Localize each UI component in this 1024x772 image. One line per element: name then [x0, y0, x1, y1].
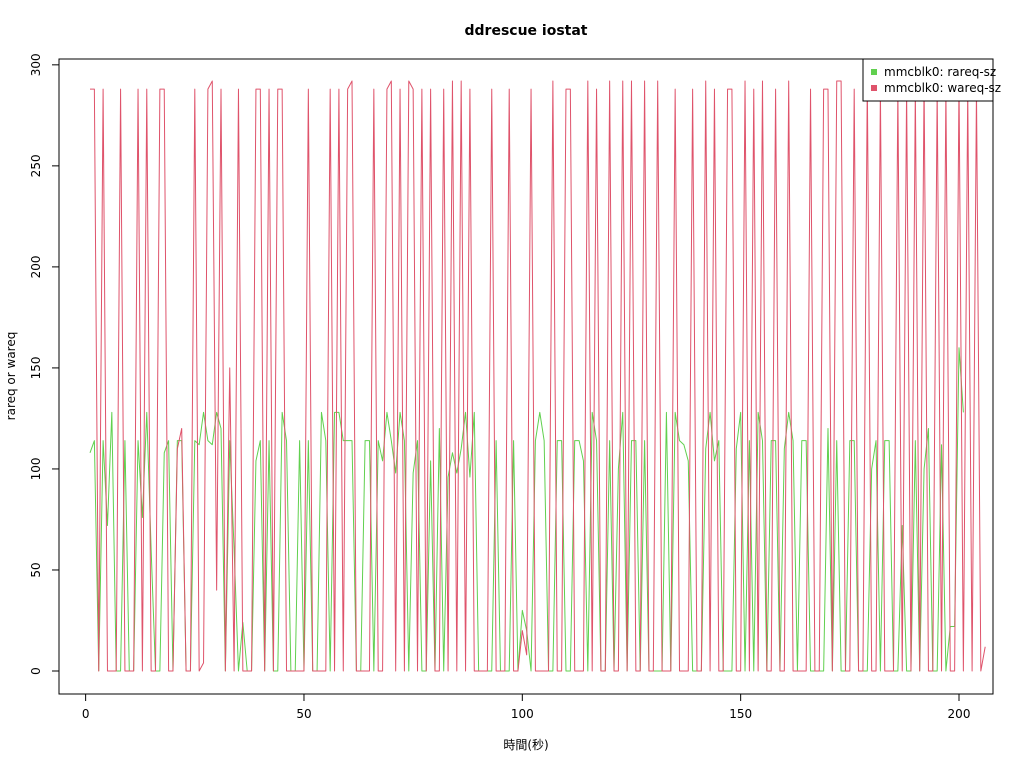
y-tick-label: 100: [29, 457, 43, 480]
y-axis-label: rareq or wareq: [4, 332, 18, 421]
y-tick-label: 200: [29, 255, 43, 278]
legend-label-rareq: mmcblk0: rareq-sz: [884, 65, 996, 79]
x-tick-label: 200: [948, 707, 971, 721]
y-tick-label: 250: [29, 154, 43, 177]
legend-box: [862, 58, 994, 102]
x-tick-label: 150: [729, 707, 752, 721]
y-tick-label: 50: [29, 562, 43, 577]
legend-swatch-wareq: [871, 85, 877, 91]
legend-swatch-rareq: [871, 69, 877, 75]
x-axis: 0 50 100 150 200: [82, 693, 971, 721]
y-axis: 0 50 100 150 200 250 300: [29, 53, 60, 675]
x-tick-label: 0: [82, 707, 90, 721]
legend: mmcblk0: rareq-sz mmcblk0: wareq-sz: [862, 58, 1001, 102]
y-tick-label: 0: [29, 667, 43, 675]
y-tick-label: 150: [29, 356, 43, 379]
x-axis-label: 時間(秒): [503, 738, 548, 752]
y-tick-label: 300: [29, 53, 43, 76]
x-tick-label: 100: [511, 707, 534, 721]
chart-title: ddrescue iostat: [465, 23, 588, 39]
series-layer: [89, 80, 986, 672]
series-line-wareq: [90, 80, 986, 672]
x-tick-label: 50: [296, 707, 311, 721]
legend-label-wareq: mmcblk0: wareq-sz: [884, 81, 1001, 95]
